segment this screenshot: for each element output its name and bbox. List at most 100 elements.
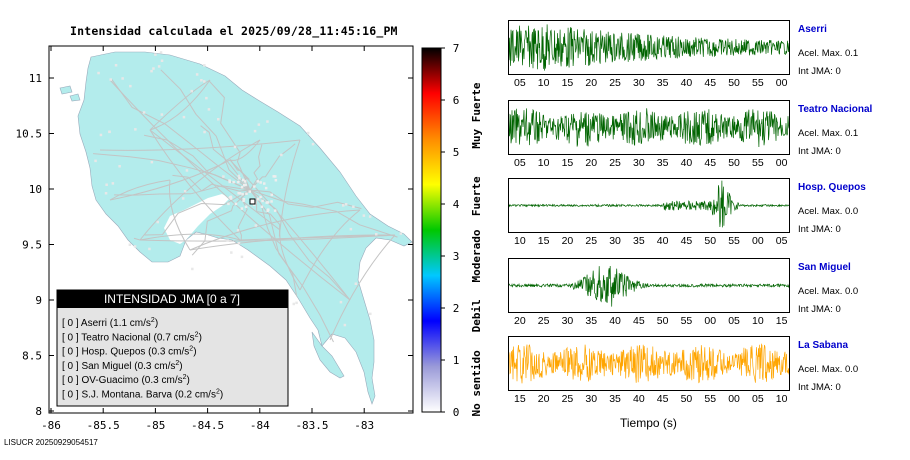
waveform-tick-label: 20 [585, 77, 598, 89]
legend-intensity-code: [ 0 ] [62, 347, 81, 358]
lon-tick-label: -83 [354, 419, 374, 432]
waveform-tick-label: 55 [704, 393, 717, 405]
waveform-tick-label: 30 [585, 393, 598, 405]
waveform-tick-label: 10 [537, 77, 550, 89]
legend-station-label: OV-Guacimo (0.3 cm/s [81, 375, 182, 386]
waveform-tick-label: 10 [537, 157, 550, 169]
legend-station-label: Teatro Nacional (0.7 cm/s [81, 332, 194, 343]
waveform-time-axis: 10 15 20 25 30 35 40 45 50 55 00 05 [508, 235, 790, 247]
lon-tick-label: -85 [145, 419, 165, 432]
waveform-tick-label: 50 [704, 235, 717, 247]
intensity-legend: INTENSIDAD JMA [0 a 7] [ 0 ] Aserri (1.1… [56, 289, 289, 407]
waveform-tick-label: 10 [514, 235, 526, 247]
waveform-tick-label: 15 [537, 235, 550, 247]
station-max-acceleration: Acel. Max. 0.0 [798, 364, 859, 375]
waveform-tick-label: 10 [775, 393, 788, 405]
waveform-tick-label: 05 [514, 157, 526, 169]
waveform-tick-label: 30 [609, 235, 621, 247]
lat-tick-label: 9.5 [22, 239, 42, 252]
legend-station-row: [ 0 ] S.J. Montana. Barva (0.2 cm/s2) [62, 389, 223, 401]
colorbar-category-label: Muy Fuerte [470, 82, 483, 149]
waveform-tick-label: 35 [633, 235, 645, 247]
lat-tick-label: 10 [29, 183, 42, 196]
waveform-tick-label: 30 [561, 315, 574, 327]
waveform-tick-label: 00 [775, 157, 788, 169]
legend-unit-superscript: 2 [183, 374, 187, 381]
waveform-tick-label: 30 [633, 77, 645, 89]
legend-unit-tail: ) [220, 390, 223, 401]
waveform-line [509, 343, 789, 384]
legend-intensity-code: [ 0 ] [62, 375, 81, 386]
waveform-tick-label: 45 [656, 393, 669, 405]
latitude-axis: 11 10.5 10 9.5 9 8.5 8 [16, 72, 413, 418]
lat-tick-label: 11 [29, 72, 42, 85]
station-jma-intensity: Int JMA: 0 [798, 146, 841, 157]
waveform-tick-label: 20 [561, 235, 574, 247]
lon-tick-label: -83.5 [295, 419, 328, 432]
waveform-trace-1 [508, 100, 790, 155]
station-max-acceleration: Acel. Max. 0.0 [798, 286, 859, 297]
colorbar-tick-label: 2 [453, 302, 460, 315]
waveform-tick-label: 50 [728, 157, 740, 169]
colorbar-tick-label: 6 [453, 94, 460, 107]
legend-station-label: Hosp. Quepos (0.3 cm/s [81, 347, 189, 358]
station-name: Aserri [798, 24, 827, 35]
colorbar-tick-label: 7 [453, 42, 460, 55]
colorbar-category-label: Debil [470, 299, 483, 332]
legend-unit-tail: ) [179, 361, 182, 372]
legend-station-row: [ 0 ] Aserri (1.1 cm/s2) [62, 317, 158, 329]
legend-station-label: Aserri (1.1 cm/s [81, 318, 151, 329]
waveform-line [509, 24, 789, 71]
lat-tick-label: 10.5 [16, 128, 43, 141]
waveform-tick-label: 40 [680, 77, 693, 89]
legend-station-row: [ 0 ] Hosp. Quepos (0.3 cm/s2) [62, 346, 197, 358]
legend-unit-superscript: 2 [195, 331, 199, 338]
legend-station-label: S.J. Montana. Barva (0.2 cm/s [81, 390, 216, 401]
waveform-tick-label: 00 [752, 235, 764, 247]
legend-intensity-code: [ 0 ] [62, 361, 81, 372]
legend-station-label: San Miguel (0.3 cm/s [81, 361, 175, 372]
legend-intensity-code: [ 0 ] [62, 332, 81, 343]
legend-intensity-code: [ 0 ] [62, 318, 81, 329]
colorbar-category-label: Moderado [470, 229, 483, 282]
waveform-tick-label: 15 [561, 157, 574, 169]
waveform-trace-2 [508, 178, 790, 233]
colorbar-tick-label: 0 [453, 406, 460, 419]
colorbar-tick-label: 3 [453, 250, 460, 263]
legend-station-row: [ 0 ] San Miguel (0.3 cm/s2) [62, 360, 183, 372]
waveform-tick-label: 05 [728, 315, 740, 327]
waveform-trace-4 [508, 336, 790, 391]
waveform-tick-label: 55 [752, 77, 764, 89]
town-markers [94, 51, 403, 327]
waveform-tick-label: 35 [656, 157, 669, 169]
footer-id: LISUCR 20250929054517 [4, 438, 98, 447]
lon-tick-label: -85.5 [87, 419, 120, 432]
legend-unit-superscript: 2 [175, 360, 179, 367]
colorbar-tick-label: 4 [453, 198, 460, 211]
station-jma-intensity: Int JMA: 0 [798, 224, 841, 235]
waveform-tick-label: 00 [728, 393, 740, 405]
legend-title: INTENSIDAD JMA [0 a 7] [104, 292, 240, 306]
station-name: Hosp. Quepos [798, 182, 866, 193]
legend-unit-tail: ) [199, 332, 202, 343]
waveform-tick-label: 50 [656, 315, 669, 327]
lat-tick-label: 8 [35, 405, 42, 418]
waveform-tick-label: 05 [752, 393, 764, 405]
waveform-tick-label: 15 [514, 393, 526, 405]
lon-tick-label: -84 [250, 419, 270, 432]
waveform-tick-label: 25 [609, 157, 621, 169]
station-name: La Sabana [798, 340, 849, 351]
waveform-tick-label: 35 [656, 77, 669, 89]
waveform-tick-label: 05 [775, 235, 788, 247]
station-name: Teatro Nacional [798, 104, 873, 115]
waveform-tick-label: 05 [514, 77, 526, 89]
waveform-tick-label: 35 [609, 393, 621, 405]
colorbar-category-label: No sentido [470, 350, 483, 417]
colorbar-tick-label: 5 [453, 146, 460, 159]
waveform-tick-label: 20 [585, 157, 598, 169]
waveform-time-axis: 15 20 25 30 35 40 45 50 55 00 05 10 [508, 393, 790, 405]
costa-rica-landmass [59, 51, 413, 405]
waveform-line [509, 180, 789, 228]
lat-tick-label: 8.5 [22, 350, 42, 363]
waveform-tick-label: 50 [680, 393, 693, 405]
